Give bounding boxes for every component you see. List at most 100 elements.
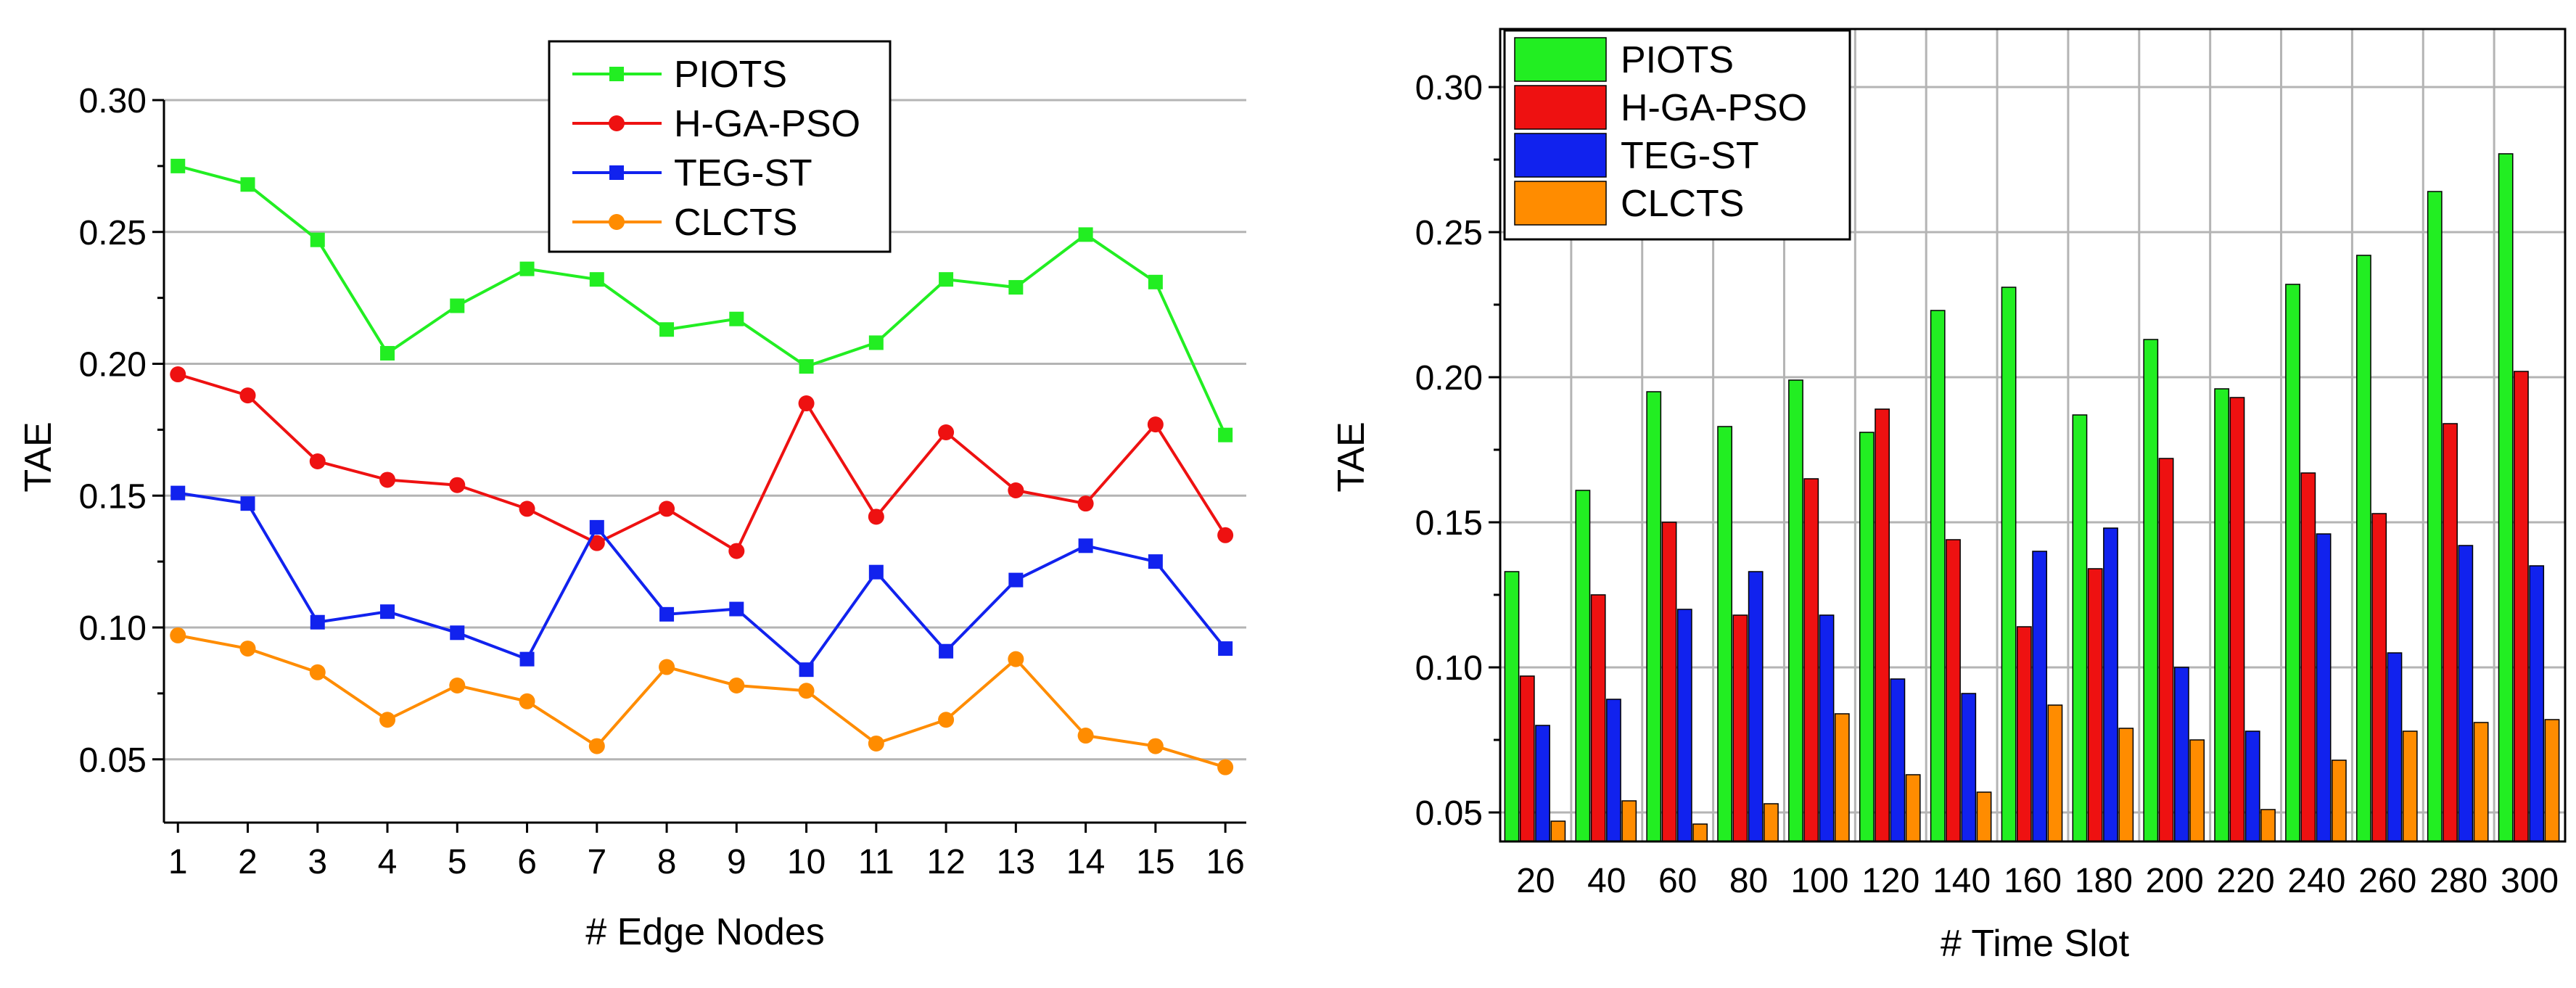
bar-CLCTS-200 [2189,739,2205,842]
data-point-PIOTS [868,335,884,350]
data-point-CLCTS [938,712,955,728]
data-point-PIOTS [450,298,465,313]
bar-H-GA-PSO-200 [2158,458,2174,842]
legend-label-TEG-ST: TEG-ST [674,152,812,194]
x-tick-label: 11 [858,843,894,881]
bar-PIOTS-140 [1930,310,1946,842]
x-tick-label: 12 [926,843,965,881]
y-tick-label: 0.05 [1415,794,1483,833]
bar-TEG-ST-180 [2103,527,2118,842]
data-point-H-GA-PSO [449,477,466,493]
data-point-H-GA-PSO [1077,495,1094,512]
bar-H-GA-PSO-280 [2443,423,2458,842]
bar-H-GA-PSO-40 [1590,594,1606,842]
data-point-PIOTS [729,311,744,326]
bar-CLCTS-220 [2260,809,2276,842]
bar-TEG-ST-140 [1961,693,1977,842]
series-line-PIOTS [177,164,1227,436]
bar-PIOTS-20 [1504,571,1520,842]
bar-PIOTS-60 [1646,391,1662,842]
data-point-H-GA-PSO [659,501,675,517]
data-point-PIOTS [1008,280,1024,295]
data-point-TEG-ST [659,606,675,622]
x-tick-label: 80 [1729,862,1768,900]
bar-CLCTS-260 [2402,730,2418,842]
data-point-CLCTS [1077,728,1094,744]
bar-CLCTS-160 [2047,704,2063,842]
data-point-TEG-ST [1008,572,1024,588]
bar-PIOTS-120 [1859,432,1875,842]
x-tick-label: 15 [1136,843,1174,881]
y-tick-label: 0.10 [79,609,147,648]
y-tick-label: 0.25 [1415,214,1483,252]
x-tick-label: 40 [1587,862,1626,900]
data-point-H-GA-PSO [868,509,884,525]
data-point-H-GA-PSO [170,366,186,383]
x-tick-label: 16 [1206,843,1244,881]
data-point-CLCTS [659,659,675,675]
x-tick-label: 2 [238,843,258,881]
data-point-CLCTS [1008,651,1024,667]
y-tick-label: 0.05 [79,741,147,780]
data-point-TEG-ST [799,662,814,678]
data-point-PIOTS [1218,427,1233,442]
data-point-TEG-ST [240,496,255,511]
bar-TEG-ST-240 [2316,533,2332,842]
bar-TEG-ST-260 [2387,652,2403,842]
x-tick-label: 300 [2501,862,2559,900]
x-tick-label: 5 [448,843,467,881]
bar-TEG-ST-220 [2244,730,2260,842]
data-point-CLCTS [1147,738,1164,754]
bar-TEG-ST-100 [1819,614,1835,842]
data-point-TEG-ST [519,651,535,667]
bar-CLCTS-40 [1621,800,1637,842]
data-point-PIOTS [799,359,814,374]
legend-swatch-CLCTS [1514,181,1607,226]
x-tick-label: 4 [378,843,398,881]
bar-H-GA-PSO-20 [1519,675,1535,842]
bar-H-GA-PSO-60 [1661,522,1677,842]
bar-PIOTS-100 [1788,379,1803,842]
data-point-CLCTS [588,738,605,754]
x-tick-label: 3 [308,843,327,881]
series-line-CLCTS [177,633,1226,769]
y-tick-label: 0.15 [79,477,147,516]
data-point-H-GA-PSO [1008,482,1024,498]
bar-TEG-ST-40 [1606,699,1621,842]
x-tick-label: 60 [1658,862,1697,900]
x-tick-label: 14 [1066,843,1105,881]
data-point-CLCTS [798,683,815,699]
data-point-PIOTS [310,232,325,247]
y-tick-label: 0.20 [1415,359,1483,398]
x-tick-label: 6 [517,843,537,881]
bar-H-GA-PSO-160 [2016,626,2032,842]
x-tick-label: 100 [1790,862,1848,900]
data-point-TEG-ST [729,601,744,617]
x-tick-label: 200 [2146,862,2204,900]
legend-label-CLCTS: CLCTS [1621,183,1744,225]
data-point-PIOTS [1078,227,1093,242]
bar-H-GA-PSO-80 [1732,614,1748,842]
data-point-PIOTS [659,322,675,337]
data-point-H-GA-PSO [1147,416,1164,433]
data-point-H-GA-PSO [239,387,256,404]
data-point-H-GA-PSO [728,543,745,559]
data-point-PIOTS [1148,274,1163,289]
data-point-TEG-ST [1148,554,1163,569]
legend-marker-PIOTS [609,67,624,81]
data-point-CLCTS [309,664,326,680]
bar-PIOTS-220 [2214,388,2230,842]
data-point-TEG-ST [380,604,395,619]
data-point-TEG-ST [868,564,884,580]
bar-H-GA-PSO-120 [1875,408,1890,842]
legend-marker-CLCTS [609,214,625,230]
data-point-TEG-ST [450,625,465,641]
data-point-PIOTS [939,272,954,287]
x-tick-label: 1 [168,843,188,881]
legend-box [548,40,892,253]
data-point-H-GA-PSO [519,501,535,517]
bar-PIOTS-240 [2285,284,2300,842]
bar-CLCTS-120 [1905,774,1921,842]
bar-TEG-ST-60 [1676,609,1692,842]
